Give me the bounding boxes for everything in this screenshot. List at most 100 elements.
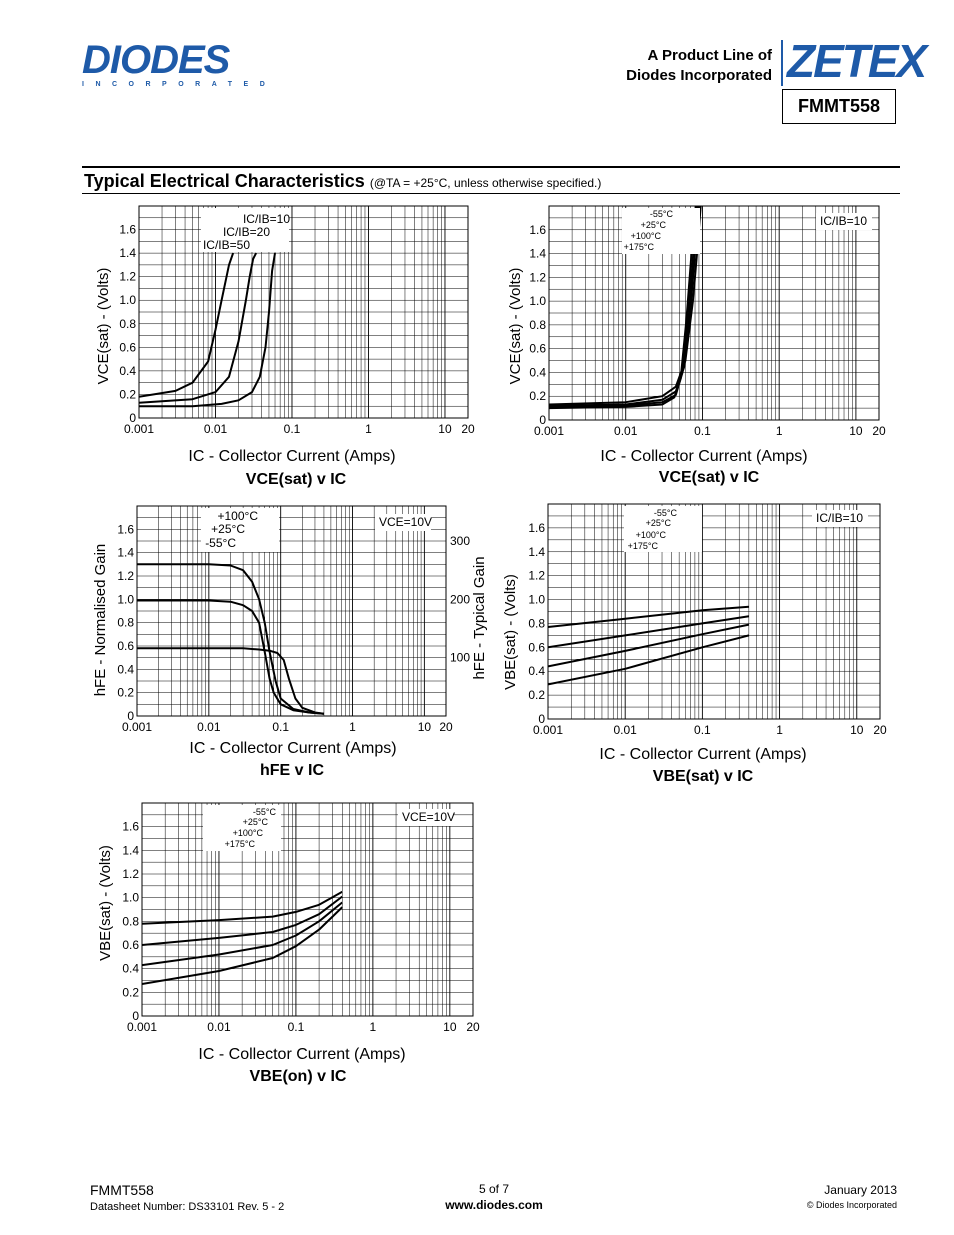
corner-box (812, 510, 868, 527)
y-tick-label: 1.4 (529, 247, 546, 261)
chart-title: VCE(sat) v IC (659, 469, 760, 486)
x-axis-label: IC - Collector Current (Amps) (599, 746, 806, 763)
y-tick-label: 1.6 (122, 820, 139, 834)
x-tick-label: 1 (370, 1020, 377, 1034)
y-axis-label: VBE(sat) - (Volts) (97, 845, 114, 961)
section-title: Typical Electrical Characteristics (84, 171, 365, 191)
x-tick-label: 0.001 (122, 720, 152, 734)
x-tick-label: 0.1 (288, 1020, 305, 1034)
y-tick-label: 1.2 (529, 270, 546, 284)
chart-title: VBE(on) v IC (250, 1068, 347, 1085)
x-tick-label: 20 (461, 422, 475, 436)
chart-title: hFE v IC (260, 762, 324, 779)
series-line-3 (139, 252, 235, 398)
y-tick-label: 0.2 (119, 387, 136, 401)
corner-box (816, 213, 872, 230)
y-tick-label: 0.2 (122, 985, 139, 999)
annotation-label: -55°C (654, 508, 678, 518)
grid-lines (547, 503, 881, 720)
series-line-3 (548, 623, 750, 668)
y-tick-label: 0.6 (122, 938, 139, 952)
annotation-label: -55°C (205, 536, 236, 550)
product-line-2: Diodes Incorporated (626, 67, 772, 84)
plot-frame (136, 505, 447, 717)
corner-label: VCE=10V (402, 810, 455, 824)
footer-left: FMMT558 Datasheet Number: DS33101 Rev. 5… (90, 1182, 284, 1213)
x-tick-label: 0.01 (204, 422, 228, 436)
chart-title: VCE(sat) v IC (246, 471, 347, 488)
footer-datasheet: Datasheet Number: DS33101 Rev. 5 - 2 (90, 1201, 285, 1213)
plot-frame (138, 205, 469, 419)
y-tick-label: 0 (538, 712, 545, 726)
y-tick-label: 1.0 (117, 592, 134, 606)
x-tick-label: 10 (849, 424, 863, 438)
y-tick-label: 0.6 (528, 640, 545, 654)
y-tick-label: 0.4 (122, 962, 139, 976)
diodes-logo: DIODES INCORPORATED (82, 40, 276, 88)
y-tick-label: 0.4 (529, 365, 546, 379)
annotation-label: -55°C (253, 807, 277, 817)
y-tick-label: 1.2 (122, 867, 139, 881)
y2-tick-label: 300 (450, 534, 470, 548)
series-line-1 (142, 890, 343, 925)
y-tick-label: 0 (539, 413, 546, 427)
corner-box (375, 514, 431, 531)
grid-lines (548, 205, 880, 421)
series-line-1 (548, 605, 749, 628)
zetex-divider (781, 40, 783, 86)
series-line-1 (137, 563, 324, 715)
x-tick-label: 1 (776, 723, 783, 737)
y-tick-label: 0.2 (529, 389, 546, 403)
x-tick-label: 10 (850, 723, 864, 737)
x-tick-label: 0.1 (284, 422, 301, 436)
chart-title: VBE(sat) v IC (653, 768, 754, 785)
x-tick-label: 0.01 (207, 1020, 231, 1034)
zetex-logo: ZETEX (787, 35, 927, 87)
section-heading: Typical Electrical Characteristics (@TA … (84, 171, 601, 192)
y-tick-label: 1.6 (119, 223, 136, 237)
x-tick-label: 10 (418, 720, 432, 734)
series-line-3 (142, 901, 343, 967)
part-number-box: FMMT558 (782, 89, 896, 124)
y2-tick-label: 100 (450, 651, 470, 665)
y-tick-label: 1.0 (122, 891, 139, 905)
x-axis-label: IC - Collector Current (Amps) (189, 740, 396, 757)
corner-label: VCE=10V (379, 515, 432, 529)
y2-axis-label: hFE - Typical Gain (471, 556, 488, 679)
y-tick-label: 1.4 (528, 545, 545, 559)
annotation-label: +100°C (233, 828, 264, 838)
y-tick-label: 0.2 (117, 686, 134, 700)
chart-3: 0.001 0.01 0.1 1 10 2000.20.40.60.81.01.21.41… (92, 505, 488, 779)
logo-wordmark: DIODES (82, 38, 230, 82)
x-tick-label: 0.01 (614, 424, 638, 438)
y-tick-label: 0.8 (528, 616, 545, 630)
series-line-3 (137, 647, 325, 715)
y-tick-label: 0.6 (117, 639, 134, 653)
annotation-box (622, 208, 700, 254)
x-tick-label: 20 (872, 424, 886, 438)
annotation-label: +100°C (636, 530, 667, 540)
y-tick-label: 0.6 (529, 342, 546, 356)
y-tick-label: 1.2 (117, 569, 134, 583)
y-tick-label: 0 (129, 411, 136, 425)
annotation-label: IC/IB=20 (223, 225, 270, 239)
y-tick-label: 0 (132, 1009, 139, 1023)
x-tick-label: 0.1 (694, 723, 711, 737)
plot-frame (141, 802, 474, 1017)
annotation-label: +100°C (218, 509, 259, 523)
footer-website[interactable]: www.diodes.com (445, 1198, 543, 1212)
y-tick-label: 1.0 (528, 593, 545, 607)
series-line-2 (548, 615, 750, 649)
footer-center: 5 of 7 www.diodes.com (407, 1182, 581, 1212)
y-tick-label: 0.6 (119, 340, 136, 354)
series-group (548, 605, 750, 686)
annotation-label: +175°C (225, 839, 256, 849)
annotation-label: +100°C (631, 231, 662, 241)
series-group (549, 206, 702, 410)
series-line-1 (139, 252, 276, 408)
y-tick-label: 0.8 (122, 914, 139, 928)
logo-subtitle: INCORPORATED (82, 81, 277, 88)
series-line-2 (137, 599, 324, 715)
y-tick-label: 1.2 (119, 270, 136, 284)
